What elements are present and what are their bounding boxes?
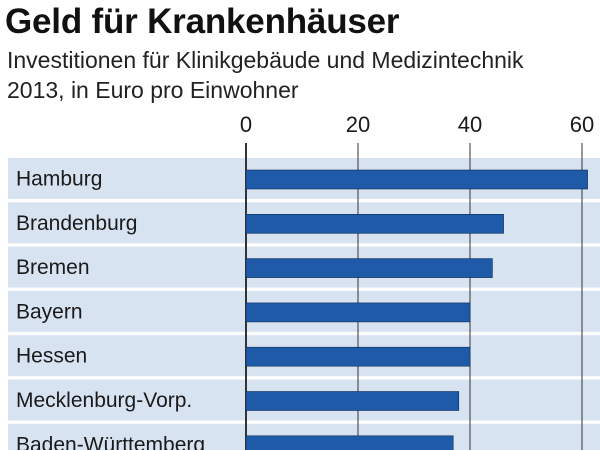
chart-title: Geld für Krankenhäuser [5,2,400,41]
bar [245,435,454,450]
category-label: Mecklenburg-Vorp. [16,389,192,412]
bar [245,258,493,278]
bar [245,391,460,411]
category-label: Bremen [16,256,90,279]
category-label: Bayern [16,300,83,323]
subtitle-line-1: Investitionen für Klinikgebäude und Medi… [7,47,524,73]
bar [245,302,471,323]
category-label: Brandenburg [16,212,137,235]
tick-label: 0 [240,112,252,137]
tick-label: 20 [346,112,370,137]
category-label: Hamburg [16,168,102,191]
bar [245,169,588,190]
tick-label: 40 [458,112,482,137]
subtitle-line-2: 2013, in Euro pro Einwohner [7,77,299,103]
bar [245,214,504,234]
category-label: Baden-Württemberg [16,433,205,450]
tick-label: 60 [570,112,594,137]
chart-subtitle: Investitionen für Klinikgebäude und Medi… [7,45,524,105]
bar [245,346,471,367]
category-label: Hessen [16,345,87,368]
